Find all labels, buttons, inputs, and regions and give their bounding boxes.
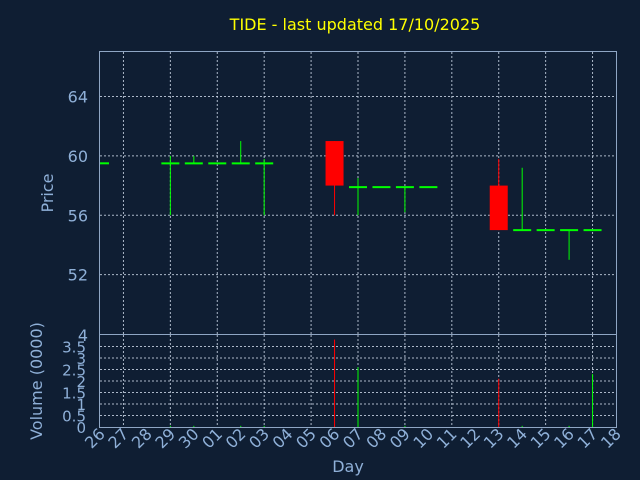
volume-tick-label: 3.5	[62, 339, 86, 357]
volume-tick-label: 3	[76, 350, 86, 368]
price-tick-label: 52	[68, 266, 88, 285]
x-tick-label: 18	[597, 424, 625, 452]
x-axis-ticks: 2627282930010203040506070809101112131415…	[81, 424, 625, 452]
price-tick-label: 56	[68, 206, 88, 225]
volume-tick-label: 0.5	[62, 408, 86, 426]
candle-body	[489, 185, 508, 231]
price-tick-label: 64	[68, 88, 88, 107]
candles	[100, 141, 602, 260]
volume-axis-label: Volume (0000)	[27, 322, 46, 440]
volume-axis-ticks: 3.532.521.510.50 4	[62, 326, 88, 437]
volume-tick-label: 2	[76, 373, 86, 391]
volume-top-label: 4	[78, 326, 88, 345]
x-axis-label: Day	[332, 457, 364, 476]
price-axis-ticks: 64 60 56 52	[68, 88, 88, 285]
volume-panel-frame	[99, 334, 617, 428]
volume-tick-label: 1.5	[62, 385, 86, 403]
candle-body	[325, 141, 344, 186]
price-axis-label: Price	[38, 173, 57, 212]
volume-tick-label: 1	[76, 396, 86, 414]
chart-title: TIDE - last updated 17/10/2025	[229, 15, 481, 34]
volume-tick-label: 2.5	[62, 362, 86, 380]
price-tick-label: 60	[68, 147, 88, 166]
volume-tick-label: 0	[76, 419, 86, 437]
volume-bars	[169, 339, 594, 427]
